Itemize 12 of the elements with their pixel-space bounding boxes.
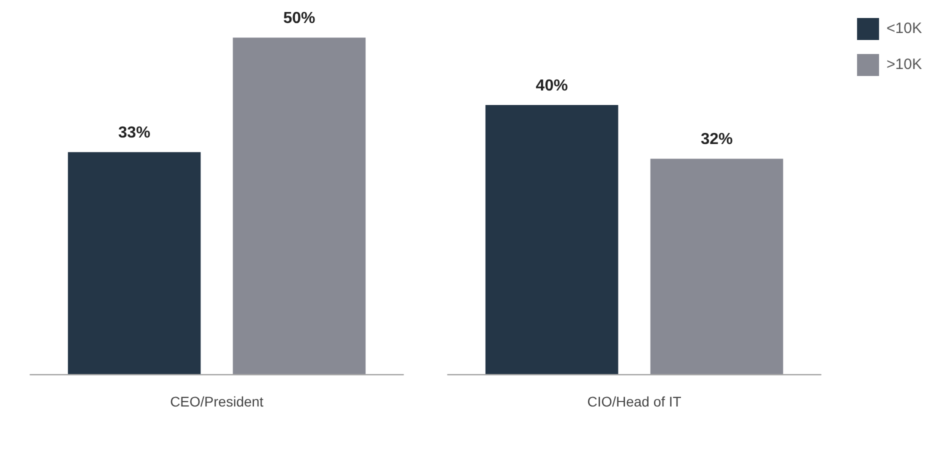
data-label: 50% [283,10,316,28]
legend-label: <10K [886,20,922,38]
bar [232,38,366,374]
x-tick-label: CIO/Head of IT [587,393,682,410]
bar [485,104,618,374]
data-label: 33% [118,124,150,142]
data-label: 32% [700,131,733,148]
x-tick-label: CEO/President [170,393,264,410]
bar [68,152,201,374]
data-label: 40% [536,77,568,94]
legend-label: >10K [886,56,922,74]
bar [650,158,784,374]
